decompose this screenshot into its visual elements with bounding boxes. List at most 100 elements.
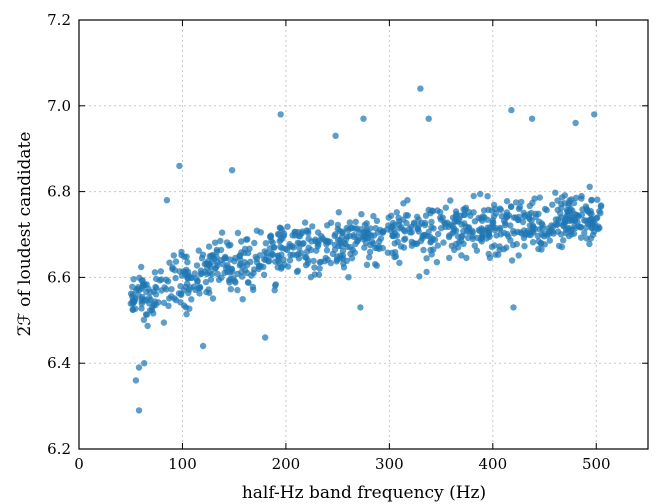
- data-point: [360, 115, 367, 122]
- data-point: [510, 304, 517, 311]
- data-point: [184, 268, 192, 276]
- data-point: [269, 251, 277, 258]
- data-point: [314, 229, 322, 236]
- data-point: [244, 249, 252, 257]
- data-point: [572, 119, 579, 127]
- data-point: [151, 269, 159, 276]
- data-point: [274, 230, 282, 238]
- data-point: [218, 229, 226, 236]
- data-point: [166, 259, 173, 266]
- data-point: [227, 286, 234, 293]
- data-point: [234, 286, 241, 294]
- data-point: [152, 283, 159, 291]
- data-point: [530, 223, 537, 231]
- data-point: [410, 220, 418, 228]
- data-point: [414, 225, 421, 233]
- data-point: [132, 377, 140, 384]
- data-point: [528, 115, 536, 122]
- data-point: [389, 219, 397, 227]
- data-point: [150, 301, 158, 308]
- data-point: [157, 268, 164, 275]
- data-point: [425, 228, 432, 236]
- data-point: [260, 271, 268, 278]
- data-point: [452, 240, 460, 248]
- data-point: [581, 229, 588, 237]
- data-point: [335, 209, 342, 216]
- data-point: [414, 213, 421, 220]
- data-point: [305, 235, 312, 242]
- data-point: [554, 228, 562, 235]
- data-point: [184, 259, 191, 266]
- data-point: [182, 304, 190, 311]
- data-point: [484, 193, 491, 200]
- data-point: [583, 207, 590, 214]
- data-point: [549, 228, 556, 235]
- data-point: [460, 206, 467, 213]
- data-point: [194, 278, 201, 285]
- data-point: [234, 229, 242, 237]
- data-point: [131, 296, 138, 304]
- data-point: [130, 276, 137, 283]
- data-point: [208, 270, 216, 278]
- data-point: [515, 252, 522, 259]
- data-point: [180, 287, 188, 294]
- data-point: [230, 275, 237, 282]
- data-point: [408, 238, 415, 245]
- data-point: [384, 249, 391, 256]
- x-tick-label: 300: [375, 455, 404, 473]
- data-point: [435, 230, 442, 238]
- x-tick-label: 500: [582, 455, 611, 473]
- data-point: [529, 239, 537, 246]
- data-point: [324, 222, 331, 229]
- data-point: [279, 235, 286, 242]
- data-point: [217, 246, 225, 254]
- data-point: [558, 200, 565, 208]
- data-point: [460, 211, 468, 218]
- data-point: [406, 225, 413, 232]
- data-point: [428, 218, 435, 226]
- data-point: [168, 286, 175, 293]
- data-point: [460, 227, 467, 235]
- data-point: [277, 111, 284, 118]
- data-point: [528, 209, 535, 217]
- data-point: [434, 242, 441, 249]
- data-point: [238, 238, 245, 245]
- data-point: [181, 253, 188, 260]
- data-point: [334, 221, 342, 229]
- data-point: [577, 224, 585, 231]
- data-point: [428, 251, 435, 258]
- data-point: [237, 256, 244, 263]
- data-point: [581, 217, 588, 224]
- data-point: [488, 207, 496, 214]
- data-point: [238, 268, 245, 276]
- data-point: [440, 239, 447, 246]
- data-point: [310, 257, 317, 265]
- data-point: [250, 269, 257, 277]
- grid: [79, 20, 648, 449]
- data-point: [497, 224, 504, 232]
- data-point: [135, 407, 143, 414]
- data-point: [463, 254, 470, 262]
- data-point: [150, 310, 157, 317]
- data-point: [207, 276, 215, 283]
- data-point: [423, 255, 430, 262]
- data-point: [203, 288, 210, 296]
- data-point: [132, 305, 139, 312]
- data-point: [594, 214, 601, 221]
- data-point: [172, 297, 180, 304]
- data-point: [588, 197, 595, 204]
- x-tick-label: 400: [478, 455, 507, 473]
- data-point: [430, 225, 437, 232]
- data-point: [286, 257, 294, 264]
- data-point: [291, 232, 299, 239]
- data-point: [474, 234, 481, 242]
- data-point: [345, 274, 352, 281]
- data-point: [572, 194, 580, 201]
- data-point: [447, 197, 454, 204]
- data-point: [158, 287, 165, 294]
- data-point: [477, 190, 484, 198]
- data-point: [427, 210, 434, 217]
- data-point: [283, 246, 291, 254]
- data-point: [143, 281, 150, 288]
